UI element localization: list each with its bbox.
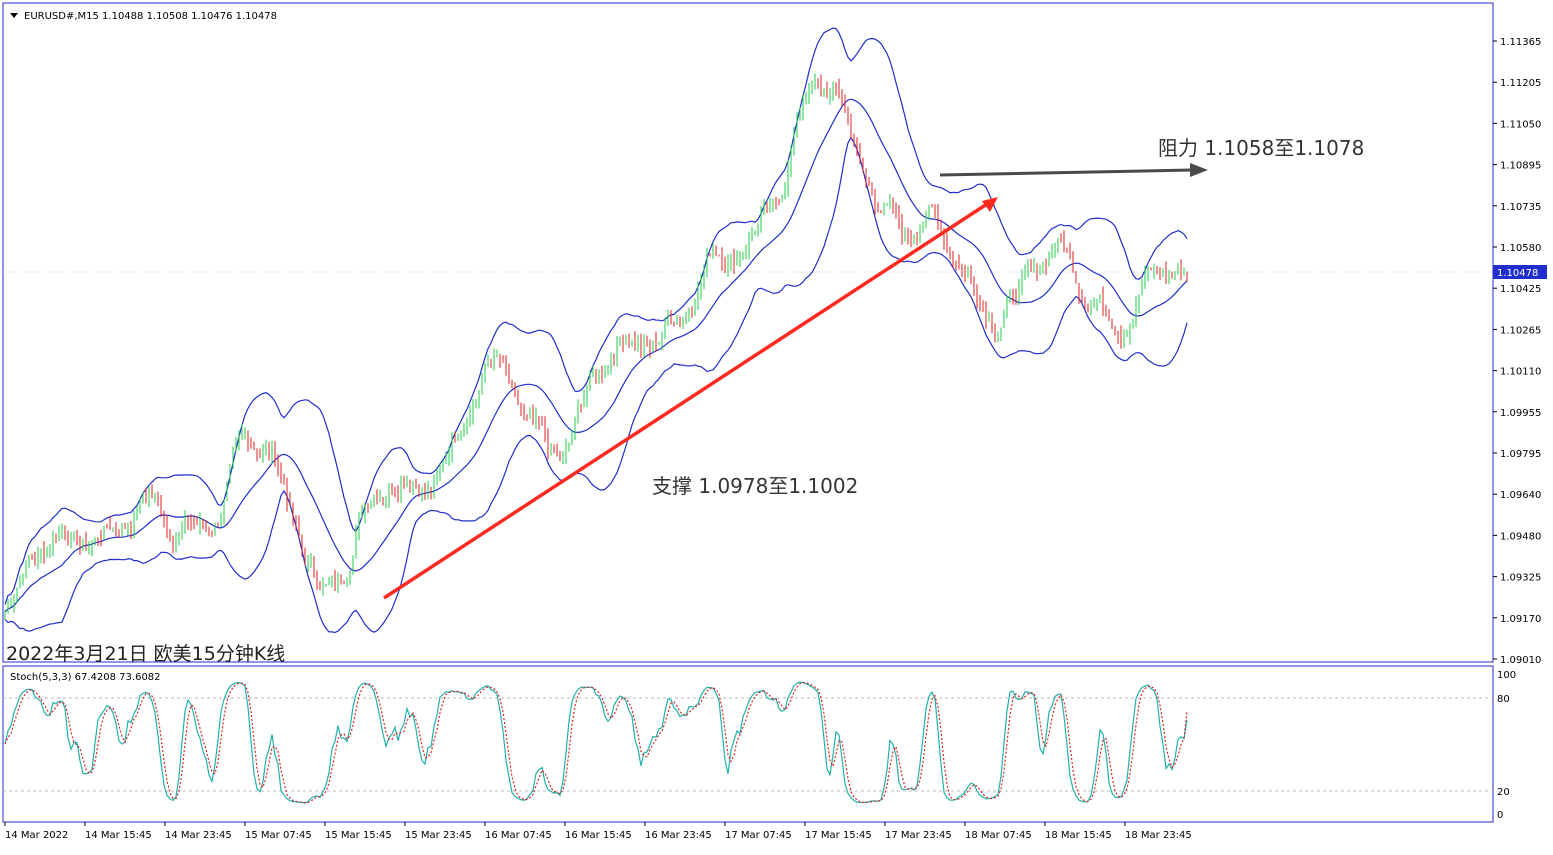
- chart-caption: 2022年3月21日 欧美15分钟K线: [6, 643, 285, 665]
- current-price-badge: [1493, 265, 1547, 279]
- price-tick-label: 1.11365: [1500, 37, 1541, 48]
- current-price-text: 1.10478: [1497, 268, 1538, 279]
- stoch-signal-line: [4, 681, 1188, 804]
- support-trendline: [383, 200, 991, 600]
- bollinger-lower: [4, 136, 1188, 634]
- candles: [4, 73, 1188, 620]
- time-tick-label: 18 Mar 15:45: [1045, 830, 1112, 841]
- price-tick-label: 1.10735: [1500, 202, 1541, 213]
- resistance-arrowhead: [1190, 163, 1208, 177]
- time-tick-label: 17 Mar 07:45: [725, 830, 792, 841]
- time-tick-label: 17 Mar 23:45: [885, 830, 952, 841]
- symbol-info: EURUSD#,M15 1.10488 1.10508 1.10476 1.10…: [24, 11, 277, 22]
- price-tick-label: 1.10110: [1500, 367, 1541, 378]
- price-tick-label: 1.09170: [1500, 614, 1541, 625]
- collapse-triangle-icon[interactable]: [10, 13, 18, 18]
- stochastic-lines: [4, 681, 1188, 804]
- price-tick-label: 1.09325: [1500, 573, 1541, 584]
- stoch-pane-frame: [2, 665, 1494, 823]
- time-tick-label: 15 Mar 15:45: [325, 830, 392, 841]
- price-tick-label: 1.11050: [1500, 119, 1541, 130]
- price-tick-label: 1.09955: [1500, 408, 1541, 419]
- time-tick-label: 16 Mar 23:45: [645, 830, 712, 841]
- time-tick-label: 14 Mar 23:45: [165, 830, 232, 841]
- price-axis: 1.11365 1.11205 1.11050 1.10895 1.10735 1.105…: [1493, 37, 1541, 666]
- time-tick-label: 15 Mar 23:45: [405, 830, 472, 841]
- price-tick-label: 1.10425: [1500, 284, 1541, 295]
- time-tick-label: 16 Mar 07:45: [485, 830, 552, 841]
- time-tick-label: 18 Mar 07:45: [965, 830, 1032, 841]
- bollinger-bands: [4, 27, 1188, 634]
- stoch-label: Stoch(5,3,3) 67.4208 73.6082: [10, 672, 161, 683]
- time-tick-label: 14 Mar 15:45: [85, 830, 152, 841]
- price-tick-label: 1.10265: [1500, 325, 1541, 336]
- resistance-label: 阻力 1.1058至1.1078: [1158, 136, 1364, 160]
- bollinger-upper: [4, 27, 1188, 605]
- support-label: 支撑 1.0978至1.1002: [652, 474, 858, 498]
- main-pane-frame: [2, 2, 1494, 663]
- price-tick-label: 1.10580: [1500, 243, 1541, 254]
- price-tick-label: 1.10895: [1500, 161, 1541, 172]
- stoch-axis: 100 80 20 0: [1497, 670, 1516, 821]
- time-tick-label: 16 Mar 15:45: [565, 830, 632, 841]
- price-tick-label: 1.09010: [1500, 655, 1541, 666]
- stoch-tick-20: 20: [1497, 787, 1510, 798]
- stoch-tick-80: 80: [1497, 694, 1510, 705]
- time-tick-label: 14 Mar 2022: [5, 830, 68, 841]
- price-tick-label: 1.09480: [1500, 531, 1541, 542]
- bollinger-middle: [4, 98, 1188, 613]
- time-tick-label: 15 Mar 07:45: [245, 830, 312, 841]
- stoch-tick-100: 100: [1497, 670, 1516, 681]
- time-tick-label: 17 Mar 15:45: [805, 830, 872, 841]
- stoch-tick-0: 0: [1497, 810, 1503, 821]
- time-axis: 14 Mar 2022 14 Mar 15:45 14 Mar 23:45 15 Ma…: [4, 822, 1192, 841]
- support-arrowhead: [982, 197, 998, 212]
- price-tick-label: 1.09795: [1500, 449, 1541, 460]
- price-tick-label: 1.09640: [1500, 490, 1541, 501]
- time-tick-label: 18 Mar 23:45: [1125, 830, 1192, 841]
- resistance-line: [939, 168, 1193, 177]
- price-tick-label: 1.11205: [1500, 78, 1541, 89]
